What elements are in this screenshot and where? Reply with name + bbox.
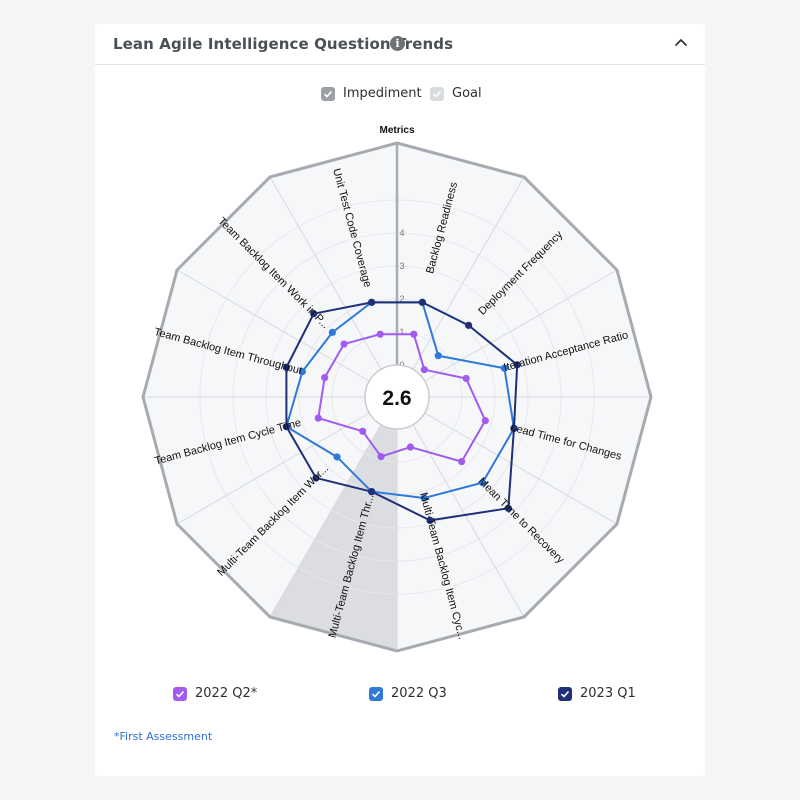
series-point [418,298,426,306]
legend-item-2022-q2[interactable]: 2022 Q2* [173,686,257,701]
center-hub [364,364,430,430]
series-point [333,453,341,461]
series-point [328,328,336,336]
series-point [377,452,385,461]
series-point [282,423,291,431]
series-point [368,488,376,496]
grid-spoke [412,424,525,618]
radial-tick-label: 3 [399,261,404,271]
check-icon [371,690,381,698]
series-point [340,340,348,348]
legend-checkbox[interactable] [173,686,187,701]
toggle-goal[interactable]: Goal [430,86,482,101]
series-point [510,424,518,432]
series-point [434,352,442,360]
series-point [410,330,418,338]
grid-spoke [176,412,370,525]
legend-checkbox[interactable] [369,686,383,701]
grid-spoke [269,424,382,618]
chart-title: Metrics [379,125,414,136]
impediment-checkbox[interactable] [321,86,335,101]
grid-spoke [269,176,382,370]
series-point [465,321,473,329]
radar-border [141,141,653,653]
series-point [310,310,318,318]
grid-spoke [424,269,618,382]
series-point [282,363,291,371]
radial-tick-label: 2 [399,294,404,304]
legend-label: 2022 Q3 [391,686,447,701]
radial-tick-label: 4 [399,228,404,238]
series-point [406,443,415,451]
center-score: 2.6 [382,387,411,410]
impediment-sector [270,424,397,651]
info-icon[interactable]: i [390,36,405,51]
check-icon [175,690,185,698]
radial-tick-label: 1 [399,327,404,337]
check-icon [560,690,570,698]
footnote: *First Assessment [114,730,213,743]
series-point [359,427,367,435]
series-point [420,494,428,502]
card-header: Lean Agile Intelligence Question Trends … [95,24,705,65]
series-point [500,364,509,372]
series-point [513,361,521,369]
series-point [321,374,329,382]
series-point [462,374,470,383]
series-point [368,298,376,306]
legend-label: 2023 Q1 [580,686,636,701]
card-title: Lean Agile Intelligence Question Trends [113,35,454,53]
series-point [312,474,320,482]
series-point [426,516,434,524]
legend-item-2023-q1[interactable]: 2023 Q1 [558,686,636,701]
series-point [504,504,512,512]
legend-checkbox[interactable] [558,686,572,701]
series-point [481,417,489,425]
impediment-label: Impediment [343,86,422,101]
check-icon [432,90,442,98]
grid-spoke [176,269,370,382]
series-point [458,458,466,466]
series-point [314,414,322,422]
toggle-impediment[interactable]: Impediment [321,86,422,101]
series-point [376,330,384,338]
series-point [420,366,428,374]
goal-checkbox[interactable] [430,86,444,101]
series-point [298,368,306,376]
legend-label: 2022 Q2* [195,686,258,701]
grid-spoke [424,412,618,525]
chevron-up-icon[interactable] [673,35,689,51]
grid-spoke [412,176,525,370]
legend-item-2022-q3[interactable]: 2022 Q3 [369,686,447,701]
series-point [479,479,487,487]
goal-label: Goal [452,86,482,101]
check-icon [323,90,333,98]
